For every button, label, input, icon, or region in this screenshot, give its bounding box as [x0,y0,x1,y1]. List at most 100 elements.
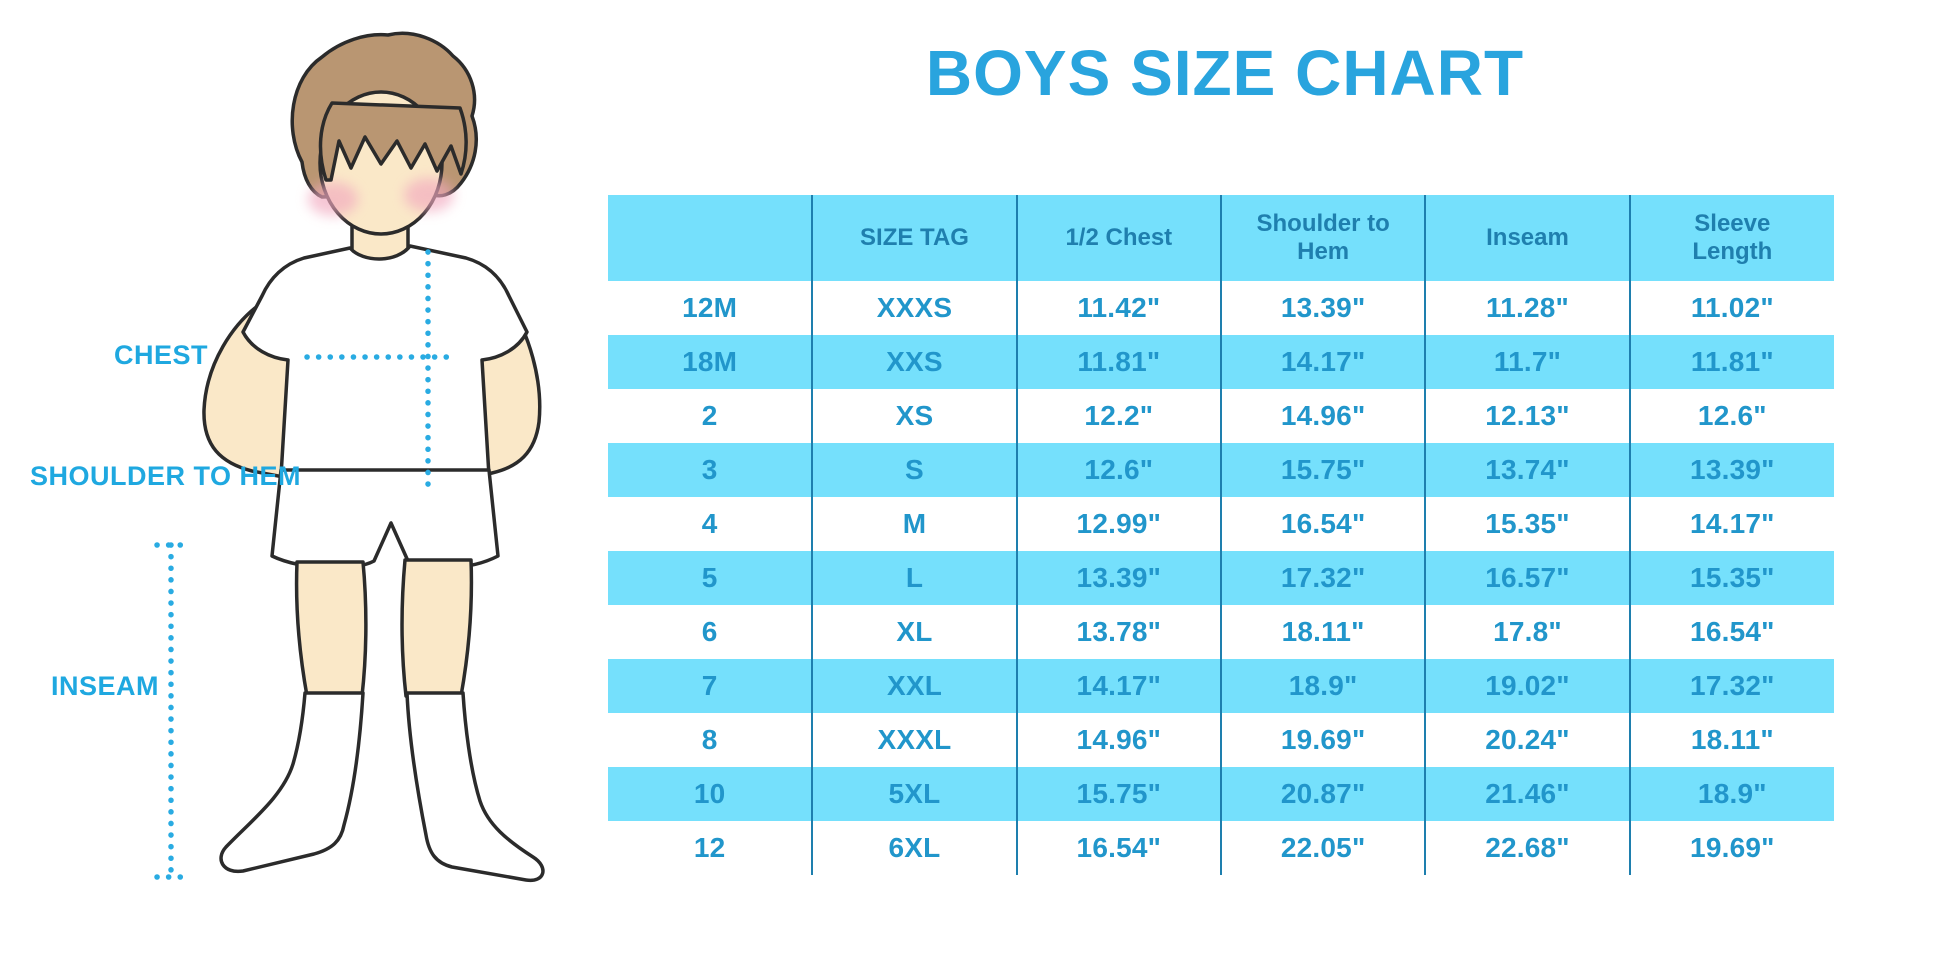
measurement-cell: 16.57" [1425,551,1631,605]
measurement-cell: 16.54" [1016,821,1222,875]
boy-left-sock [219,691,365,874]
measurement-cell: XS [812,389,1018,443]
measurement-cell: XL [812,605,1018,659]
size-cell: 10 [608,767,814,821]
measurement-cell: 13.39" [1016,551,1222,605]
measurement-cell: 15.35" [1425,497,1631,551]
measurement-cell: 11.02" [1690,292,1774,323]
table-row: 3 S 12.6" 15.75" 13.74" 13.39" [608,443,1834,497]
measurement-cell: 20.24" [1425,713,1631,767]
boy-left-leg [294,560,368,698]
measurement-cell: 11.42" [1016,281,1222,335]
boy-right-leg [400,558,474,698]
table-row: 12M XXXS 11.42" 13.39" 11.28" 11.02" [608,281,1834,335]
size-table: SIZE TAG 1/2 Chest Shoulder to Hem Insea… [608,195,1834,875]
measurement-cell: 18.11" [1220,605,1427,659]
measurement-cell: 14.96" [1016,713,1222,767]
table-row: 2 XS 12.2" 14.96" 12.13" 12.6" [608,389,1834,443]
measurement-cell: 19.02" [1425,659,1631,713]
table-row: 7 XXL 14.17" 18.9" 19.02" 17.32" [608,659,1834,713]
size-cell: 2 [608,389,814,443]
measurement-cell: S [812,443,1018,497]
measurement-cell: 11.81" [1629,335,1834,389]
table-row: 10 5XL 15.75" 20.87" 21.46" 18.9" [608,767,1834,821]
measurement-cell: XXXS [812,281,1018,335]
measurement-cell: 16.54" [1220,497,1427,551]
measurement-cell: 17.32" [1220,551,1427,605]
measurement-cell: 5XL [812,767,1018,821]
size-cell: 5 [608,551,814,605]
measurement-cell: 17.32" [1629,659,1834,713]
size-cell: 3 [608,443,814,497]
measurement-cell: 17.8" [1425,605,1631,659]
measurement-cell: 13.78" [1016,605,1222,659]
size-cell: 4 [608,497,814,551]
table-row: 12 6XL 16.54" 22.05" 22.68" 19.69" [608,821,1834,875]
table-row: 5 L 13.39" 17.32" 16.57" 15.35" [608,551,1834,605]
measurement-cell: 13.39" [1629,443,1834,497]
column-header-inseam: Inseam [1425,195,1631,281]
measurement-cell: 18.11" [1690,724,1774,755]
measurement-cell: 18.9" [1220,659,1427,713]
measurement-cell: 14.96" [1220,389,1427,443]
boy-shorts [270,468,500,570]
size-table-wrap: SIZE TAG 1/2 Chest Shoulder to Hem Insea… [608,195,1834,875]
column-header-shoulder-to-hem: Shoulder to Hem [1220,195,1427,281]
table-row: 6 XL 13.78" 18.11" 17.8" 16.54" [608,605,1834,659]
measurement-cell: 14.17" [1220,335,1427,389]
measurement-cell: XXS [812,335,1018,389]
table-row: 8 XXXL 14.96" 19.69" 20.24" 18.11" [608,713,1834,767]
measurement-cell: 19.69" [1690,832,1775,863]
size-cell: 6 [608,605,814,659]
measurement-cell: 12.6" [1697,400,1767,431]
measurement-cell: 15.75" [1016,767,1222,821]
column-header-sleeve-length: Sleeve Length [1629,195,1834,281]
measurement-cell: 14.17" [1016,659,1222,713]
size-cell: 8 [608,713,814,767]
measurement-cell: 16.54" [1690,616,1775,647]
measurement-cell: M [812,497,1018,551]
boy-right-cheek [404,178,454,212]
page-title: BOYS SIZE CHART [925,37,1525,109]
size-table-body: 12M XXXS 11.42" 13.39" 11.28" 11.02" 18M XXS 11.… [608,281,1834,875]
measurement-cell: XXL [812,659,1018,713]
measurement-cell: 13.74" [1425,443,1631,497]
measurement-cell: 19.69" [1220,713,1427,767]
table-header-row: SIZE TAG 1/2 Chest Shoulder to Hem Insea… [608,195,1834,281]
measurement-cell: 12.99" [1016,497,1222,551]
measurement-cell: XXXL [812,713,1018,767]
column-header-size [608,195,814,281]
boy-right-sock [405,691,545,883]
column-header-size-tag: SIZE TAG [812,195,1018,281]
shoulder-to-hem-label: SHOULDER TO HEM [30,461,302,491]
boy-illustration [154,31,545,883]
column-header-half-chest: 1/2 Chest [1016,195,1222,281]
chest-label: CHEST [113,340,208,370]
measurement-cell: 15.35" [1629,551,1834,605]
measurement-cell: 12.6" [1016,443,1222,497]
measurement-cell: 12.2" [1016,389,1222,443]
table-row: 18M XXS 11.81" 14.17" 11.7" 11.81" [608,335,1834,389]
measurement-cell: L [812,551,1018,605]
measurement-cell: 6XL [812,821,1018,875]
measurement-cell: 11.81" [1016,335,1222,389]
measurement-cell: 18.9" [1629,767,1834,821]
measurement-cell: 22.05" [1220,821,1427,875]
size-cell: 7 [608,659,814,713]
inseam-label: INSEAM [50,671,159,701]
measurement-cell: 12.13" [1425,389,1631,443]
measurement-cell: 14.17" [1690,508,1775,539]
size-cell: 18M [608,335,814,389]
boy-left-cheek [308,182,358,216]
size-cell: 12M [608,281,814,335]
measurement-cell: 11.28" [1425,281,1631,335]
measurement-cell: 21.46" [1425,767,1631,821]
measurement-cell: 11.7" [1425,335,1631,389]
measurement-cell: 20.87" [1220,767,1427,821]
measurement-cell: 15.75" [1220,443,1427,497]
boy-bangs [318,101,468,182]
table-row: 4 M 12.99" 16.54" 15.35" 14.17" [608,497,1834,551]
measurement-cell: 22.68" [1425,821,1631,875]
size-cell: 12 [608,821,814,875]
